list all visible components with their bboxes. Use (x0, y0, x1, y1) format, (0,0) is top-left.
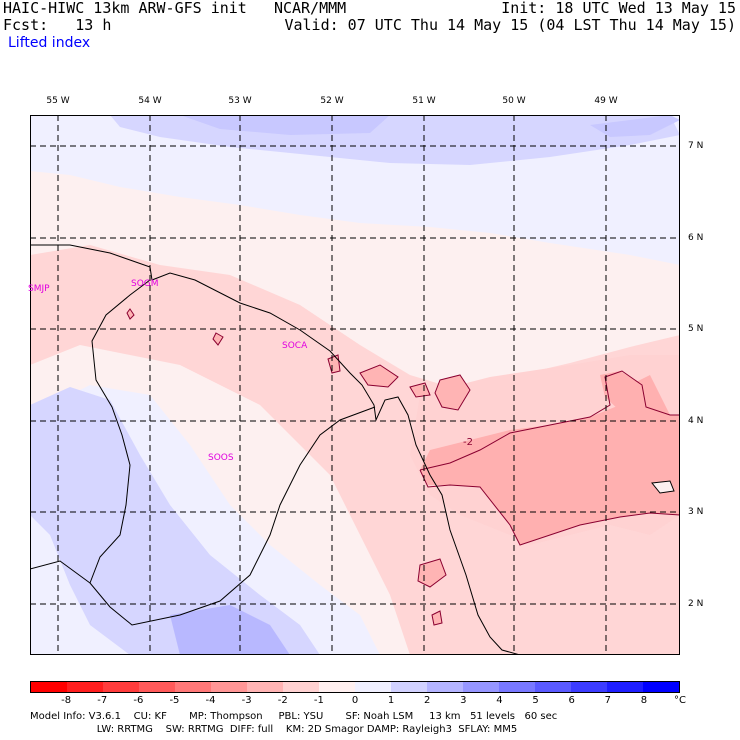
lat-label: 6 N (688, 233, 704, 243)
colorbar-swatch (355, 682, 391, 692)
lat-label: 5 N (688, 324, 704, 334)
colorbar-swatch (427, 682, 463, 692)
colorbar-tick-label: 5 (532, 695, 539, 706)
colorbar-tick-label: -1 (313, 695, 324, 706)
colorbar-swatch (607, 682, 643, 692)
model-title: HAIC-HIWC 13km ARW-GFS init NCAR/MMM (3, 0, 347, 17)
station-label: SOGM (131, 279, 159, 289)
colorbar-swatch (643, 682, 679, 692)
colorbar-tick-label: -5 (169, 695, 180, 706)
colorbar-tick-label: -4 (205, 695, 216, 706)
colorbar-swatch (139, 682, 175, 692)
station-label: SOOS (208, 453, 234, 463)
lon-label: 53 W (228, 96, 252, 106)
colorbar-swatch (463, 682, 499, 692)
lat-label: 2 N (688, 599, 704, 609)
colorbar-tick-label: -7 (97, 695, 108, 706)
colorbar-swatch (211, 682, 247, 692)
colorbar-swatch (283, 682, 319, 692)
lat-label: 4 N (688, 416, 704, 426)
station-label: SOCA (282, 341, 308, 351)
model-info-line1: Model Info: V3.6.1 CU: KF MP: Thompson P… (30, 711, 558, 722)
colorbar-swatch (535, 682, 571, 692)
lon-label: 49 W (594, 96, 618, 106)
colorbar-tick-label: -2 (277, 695, 288, 706)
valid-time: Valid: 07 UTC Thu 14 May 15 (04 LST Thu … (284, 16, 736, 34)
colorbar-swatch (31, 682, 67, 692)
station-label: SMJP (28, 284, 50, 294)
lon-label: 54 W (138, 96, 162, 106)
colorbar-tick-label: -8 (61, 695, 72, 706)
lat-label: 3 N (688, 507, 704, 517)
lon-label: 50 W (502, 96, 526, 106)
colorbar-tick-label: -6 (133, 695, 144, 706)
colorbar-unit: °C (674, 695, 686, 706)
lon-label: 51 W (412, 96, 436, 106)
contour-label: -2 (463, 437, 473, 448)
colorbar-tick-label: 3 (460, 695, 467, 706)
colorbar-swatch (391, 682, 427, 692)
colorbar-tick-label: -3 (241, 695, 252, 706)
lon-label: 55 W (46, 96, 70, 106)
colorbar-tick-label: 0 (351, 695, 359, 706)
colorbar-tick-label: 8 (640, 695, 648, 706)
colorbar-swatch (103, 682, 139, 692)
lat-label: 7 N (688, 141, 704, 151)
field-name: Lifted index (8, 35, 91, 51)
forecast-hour: Fcst: 13 h (3, 16, 112, 34)
colorbar (30, 681, 680, 693)
colorbar-tick-label: 4 (496, 695, 503, 706)
colorbar-swatch (247, 682, 283, 692)
colorbar-tick-label: 1 (387, 695, 395, 706)
colorbar-tick-label: 6 (568, 695, 575, 706)
colorbar-swatch (67, 682, 103, 692)
colorbar-swatch (319, 682, 355, 692)
lon-label: 52 W (320, 96, 344, 106)
model-info-line2: LW: RRTMG SW: RRTMG DIFF: full KM: 2D Sm… (30, 724, 518, 735)
colorbar-swatch (499, 682, 535, 692)
init-time: Init: 18 UTC Wed 13 May 15 (501, 0, 736, 17)
colorbar-swatch (571, 682, 607, 692)
colorbar-tick-label: 7 (604, 695, 611, 706)
lifted-index-map (30, 115, 680, 655)
colorbar-swatch (175, 682, 211, 692)
colorbar-tick-label: 2 (424, 695, 431, 706)
